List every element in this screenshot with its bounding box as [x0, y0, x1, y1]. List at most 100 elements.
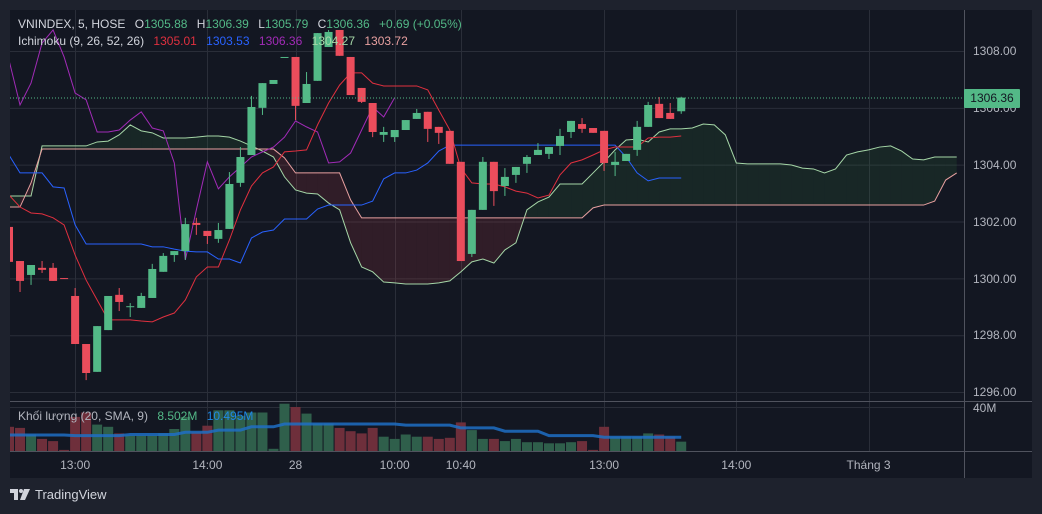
- cloud-segment: [736, 162, 748, 206]
- high-value: 1306.39: [205, 17, 249, 31]
- cloud-segment: [813, 168, 825, 206]
- time-tick: 14:00: [721, 458, 752, 472]
- volume-sma-line: [10, 422, 682, 439]
- candle: [666, 103, 675, 119]
- cloud-segment: [317, 172, 329, 204]
- candle-body: [666, 112, 675, 119]
- candle-body: [10, 226, 13, 262]
- candle-body: [489, 161, 498, 192]
- candle: [203, 230, 212, 244]
- candle: [302, 72, 311, 104]
- candle: [434, 126, 443, 144]
- volume-bar: [555, 443, 565, 451]
- ichimoku-cloud: [10, 124, 957, 285]
- cloud-segment: [339, 172, 351, 243]
- ichimoku-legend[interactable]: Ichimoku (9, 26, 52, 26) 1305.01 1303.53…: [18, 34, 414, 48]
- volume-bar: [566, 442, 577, 451]
- candle: [192, 217, 201, 235]
- volume-bar: [257, 412, 268, 451]
- candle-body: [533, 149, 542, 156]
- candle-body: [412, 112, 421, 119]
- candle-body: [71, 295, 80, 345]
- volume-legend[interactable]: Khối lượng (20, SMA, 9) 8.502M 10.495M: [18, 409, 259, 423]
- cloud-segment: [879, 145, 891, 206]
- candle: [622, 153, 631, 161]
- candle: [126, 303, 135, 318]
- close-value: 1306.36: [326, 17, 370, 31]
- cloud-segment: [306, 172, 318, 194]
- cloud-segment: [901, 151, 913, 206]
- candle: [159, 253, 168, 272]
- cloud-segment: [670, 128, 682, 206]
- volume-bar: [70, 416, 81, 451]
- cloud-segment: [681, 128, 693, 206]
- cloud-segment: [769, 163, 781, 206]
- cloud-segment: [119, 124, 131, 150]
- candle-body: [644, 104, 653, 127]
- time-tick: 10:00: [379, 458, 410, 472]
- ichimoku-name[interactable]: Ichimoku (9, 26, 52, 26): [18, 34, 145, 48]
- price-tick: 1296.00: [973, 385, 1017, 399]
- cloud-segment: [571, 184, 583, 218]
- chart-frame[interactable]: [10, 10, 1032, 478]
- volume-bar: [367, 427, 378, 451]
- cloud-segment: [537, 197, 549, 218]
- candle-body: [313, 33, 322, 81]
- cloud-segment: [934, 157, 946, 202]
- volume-name[interactable]: Khối lượng (20, SMA, 9): [18, 409, 148, 423]
- candle: [533, 143, 542, 156]
- candle: [60, 278, 69, 280]
- candle: [611, 151, 620, 177]
- candle-body: [522, 157, 531, 164]
- candle: [214, 222, 223, 243]
- candle: [71, 288, 80, 345]
- grid-lines: [10, 10, 964, 451]
- candle: [10, 226, 13, 262]
- volume-bar: [389, 438, 400, 451]
- candle-body: [104, 295, 113, 331]
- candle: [578, 118, 587, 133]
- span-b-value: 1303.72: [364, 34, 408, 48]
- cloud-segment: [328, 172, 340, 210]
- cloud-segment: [361, 217, 373, 272]
- open-value: 1305.88: [144, 17, 188, 31]
- time-tick: Tháng 3: [846, 458, 891, 472]
- conversion-value: 1305.01: [153, 34, 197, 48]
- candle-body: [115, 294, 124, 302]
- cloud-segment: [284, 157, 296, 190]
- candle-body: [456, 161, 465, 262]
- candle: [522, 155, 531, 173]
- candle-body: [600, 130, 609, 163]
- span-a-value: 1304.27: [311, 34, 356, 48]
- candle-body: [214, 230, 223, 239]
- volume-bar: [632, 436, 643, 451]
- candle: [115, 288, 124, 312]
- cloud-segment: [350, 199, 362, 267]
- price-tick: 1308.00: [973, 44, 1017, 58]
- time-tick: 10:40: [445, 458, 476, 472]
- candle: [556, 128, 564, 156]
- candle: [677, 96, 686, 114]
- volume-bar: [665, 436, 676, 451]
- cloud-segment: [218, 135, 230, 150]
- volume-bar: [81, 412, 92, 451]
- cloud-segment: [196, 135, 208, 150]
- volume-bar: [114, 433, 125, 451]
- volume-bar: [577, 441, 588, 451]
- candle: [247, 95, 256, 156]
- tradingview-logo[interactable]: TradingView: [10, 487, 107, 502]
- symbol-name[interactable]: VNINDEX, 5, HOSE: [18, 17, 126, 31]
- candle: [357, 87, 366, 104]
- cloud-segment: [526, 201, 538, 218]
- candle: [467, 209, 476, 258]
- candle-body: [203, 230, 212, 237]
- candle: [236, 147, 245, 187]
- time-tick: 14:00: [192, 458, 223, 472]
- price-tick: 1302.00: [973, 215, 1017, 229]
- volume-bar: [48, 441, 59, 451]
- time-tick: 28: [288, 458, 303, 472]
- volume-bar: [588, 449, 599, 451]
- candle: [258, 83, 267, 115]
- volume-bar: [169, 429, 180, 451]
